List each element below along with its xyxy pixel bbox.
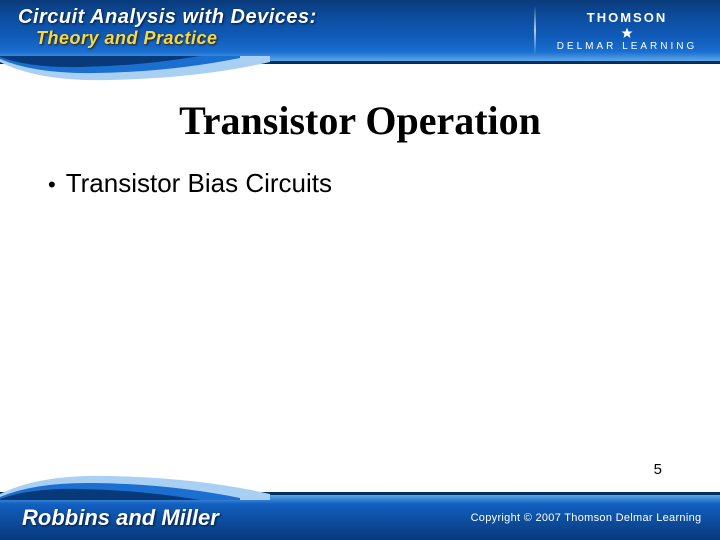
copyright: Copyright © 2007 Thomson Delmar Learning (471, 512, 702, 524)
authors: Robbins and Miller (22, 505, 452, 531)
slide-content: Transistor Operation • Transistor Bias C… (0, 95, 720, 480)
star-icon (621, 27, 633, 39)
header-left: Circuit Analysis with Devices: Theory an… (0, 0, 534, 61)
publisher-imprint: DELMAR LEARNING (557, 41, 698, 52)
header-bar: Circuit Analysis with Devices: Theory an… (0, 0, 720, 64)
publisher-name: THOMSON (587, 10, 667, 25)
footer-left: Robbins and Miller (0, 505, 452, 531)
page-number: 5 (654, 461, 662, 478)
footer-bar: Robbins and Miller Copyright © 2007 Thom… (0, 492, 720, 540)
slide-title: Transistor Operation (40, 97, 680, 144)
book-title-line2: Theory and Practice (36, 28, 534, 49)
bullet-list: • Transistor Bias Circuits (40, 168, 680, 199)
footer-right: Copyright © 2007 Thomson Delmar Learning (452, 512, 720, 524)
bullet-dot-icon: • (48, 174, 56, 196)
book-title-line1: Circuit Analysis with Devices: (18, 6, 534, 29)
list-item: • Transistor Bias Circuits (48, 168, 680, 199)
bullet-text: Transistor Bias Circuits (66, 168, 332, 199)
header-right: THOMSON DELMAR LEARNING (534, 0, 720, 61)
